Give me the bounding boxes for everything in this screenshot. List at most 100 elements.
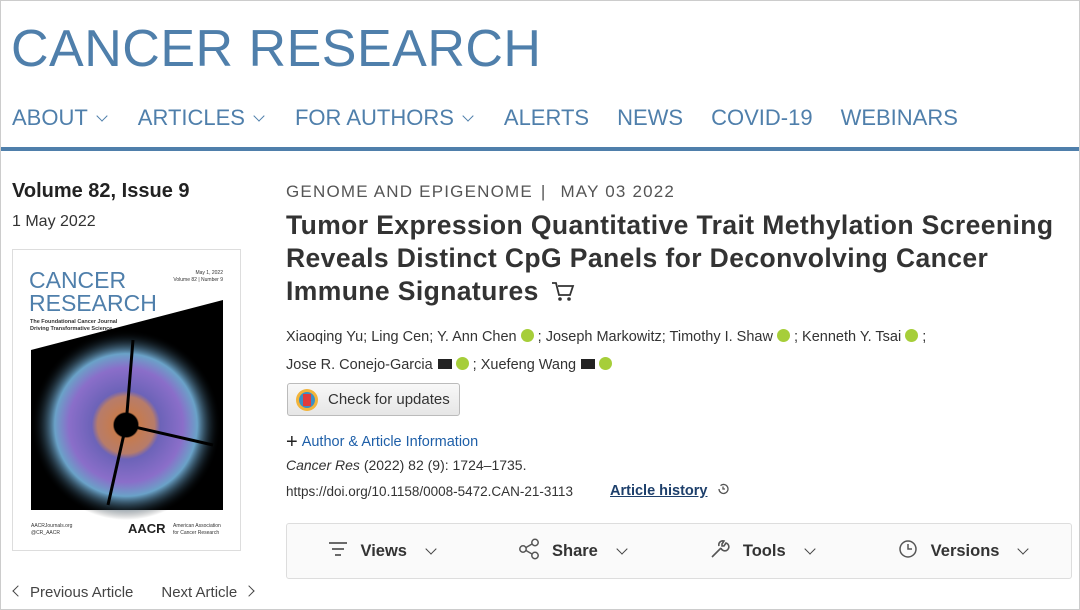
toolbar: Views Share Tools Versions bbox=[286, 523, 1072, 579]
orcid-icon[interactable] bbox=[776, 329, 790, 342]
previous-article[interactable]: Previous Article bbox=[12, 584, 133, 601]
main-nav: ABOUT ARTICLES FOR AUTHORS ALERTS NEWS COVID-… bbox=[12, 105, 958, 131]
author[interactable]: Jose R. Conejo-Garcia; bbox=[286, 357, 477, 373]
nav-label: ARTICLES bbox=[137, 105, 245, 130]
cover-title: CANCER bbox=[29, 267, 126, 293]
crossmark-icon bbox=[296, 388, 318, 411]
author-info-label: Author & Article Information bbox=[301, 434, 479, 450]
nav-label: NEWS bbox=[617, 105, 684, 130]
author-separator: ; bbox=[922, 329, 927, 345]
article-title: Tumor Expression Quantitative Trait Meth… bbox=[286, 210, 1054, 306]
cover-title: RESEARCH bbox=[29, 290, 157, 316]
author-name: Kenneth Y. Tsai bbox=[802, 329, 902, 345]
meta-separator: | bbox=[540, 182, 547, 201]
author-separator: ; bbox=[793, 329, 798, 345]
cover-tagline: The Foundational Cancer Journal bbox=[30, 319, 118, 325]
author-separator: ; bbox=[429, 329, 434, 345]
article-history[interactable]: Article history bbox=[610, 482, 730, 499]
citation-details: (2022) 82 (9): 1724–1735. bbox=[363, 457, 527, 473]
author-separator: ; bbox=[472, 357, 477, 373]
orcid-icon[interactable] bbox=[455, 357, 469, 370]
citation-journal: Cancer Res bbox=[286, 457, 360, 473]
author-name: Y. Ann Chen bbox=[437, 329, 517, 345]
toolbar-item[interactable]: Tools bbox=[709, 538, 818, 565]
issue-volume[interactable]: Volume 82, Issue 9 bbox=[12, 180, 190, 202]
site-title[interactable]: CANCER RESEARCH bbox=[11, 20, 542, 78]
toolbar-label: Views bbox=[360, 541, 407, 560]
cover-art: CANCER RESEARCH May 1, 2022 Volume 82 | … bbox=[29, 267, 223, 536]
toolbar-chevron bbox=[616, 542, 628, 555]
toolbar-icon bbox=[518, 538, 542, 565]
cart-icon[interactable] bbox=[550, 279, 576, 303]
author[interactable]: Kenneth Y. Tsai; bbox=[802, 329, 926, 345]
check-for-updates[interactable]: Check for updates bbox=[287, 383, 460, 416]
nav-label: ABOUT bbox=[12, 105, 88, 130]
toolbar-icon bbox=[709, 538, 733, 565]
author-separator: ; bbox=[363, 329, 368, 345]
nav-chevron bbox=[96, 110, 108, 122]
email-icon[interactable] bbox=[581, 359, 596, 369]
author[interactable]: Joseph Markowitz; bbox=[546, 329, 666, 345]
cover-logo-text: American Association bbox=[173, 523, 221, 529]
article-meta: GENOME AND EPIGENOME | MAY 03 2022 bbox=[286, 182, 675, 202]
nav-chevron bbox=[253, 110, 265, 122]
article-section[interactable]: GENOME AND EPIGENOME bbox=[286, 182, 533, 201]
author[interactable]: Timothy I. Shaw; bbox=[670, 329, 798, 345]
orcid-icon[interactable] bbox=[599, 357, 613, 370]
toolbar-icon bbox=[327, 538, 351, 565]
cover-tagline: Driving Transformative Science bbox=[30, 326, 112, 332]
toolbar-label: Versions bbox=[930, 541, 1000, 560]
previous-label: Previous Article bbox=[30, 584, 134, 601]
author-name: Timothy I. Shaw bbox=[669, 329, 773, 345]
orcid-icon[interactable] bbox=[905, 329, 919, 342]
nav-item[interactable]: NEWS bbox=[617, 105, 683, 131]
nav-item[interactable]: COVID-19 bbox=[711, 105, 812, 131]
pager: Previous Article Next Article bbox=[12, 584, 255, 601]
cover-logo-text: for Cancer Research bbox=[173, 530, 219, 536]
cover-footer: AACRJournals.org bbox=[31, 523, 73, 529]
cover-footer: @CR_AACR bbox=[31, 530, 60, 536]
nav-label: COVID-19 bbox=[711, 105, 813, 130]
next-article[interactable]: Next Article bbox=[161, 584, 255, 601]
cover-logo: AACR bbox=[128, 521, 166, 536]
toolbar-icon bbox=[897, 538, 921, 565]
history-label: Article history bbox=[610, 483, 708, 499]
header-rule bbox=[1, 147, 1079, 151]
toolbar-item[interactable]: Views bbox=[327, 538, 439, 565]
author-info[interactable]: + Author & Article Information bbox=[286, 431, 479, 453]
cover-issue: Volume 82 | Number 9 bbox=[173, 277, 223, 283]
author-name: Jose R. Conejo-Garcia bbox=[286, 357, 433, 373]
nav-label: FOR AUTHORS bbox=[294, 105, 454, 130]
toolbar-chevron bbox=[1017, 542, 1030, 555]
nav-item[interactable]: ALERTS bbox=[504, 105, 589, 131]
toolbar-item[interactable]: Share bbox=[518, 538, 630, 565]
doi[interactable]: https://doi.org/10.1158/0008-5472.CAN-21… bbox=[286, 484, 573, 499]
nav-label: WEBINARS bbox=[840, 105, 958, 130]
nav-item[interactable]: ARTICLES bbox=[138, 105, 267, 131]
author-name: Joseph Markowitz bbox=[545, 329, 662, 345]
author-name: Xuefeng Wang bbox=[480, 357, 577, 373]
article-date: MAY 03 2022 bbox=[560, 182, 676, 201]
author[interactable]: Ling Cen; bbox=[371, 329, 433, 345]
nav-chevron bbox=[462, 110, 474, 122]
author[interactable]: Xiaoqing Yu; bbox=[286, 329, 367, 345]
issue-cover[interactable]: CANCER RESEARCH May 1, 2022 Volume 82 | … bbox=[12, 249, 241, 551]
author-name: Xiaoqing Yu bbox=[286, 329, 364, 345]
article-title-block: Tumor Expression Quantitative Trait Meth… bbox=[286, 209, 1071, 308]
author[interactable]: Y. Ann Chen; bbox=[437, 329, 542, 345]
toolbar-item[interactable]: Versions bbox=[897, 538, 1032, 565]
author-separator: ; bbox=[537, 329, 542, 345]
toolbar-label: Share bbox=[552, 541, 598, 560]
email-icon[interactable] bbox=[437, 359, 452, 369]
nav-item[interactable]: WEBINARS bbox=[841, 105, 958, 131]
author-name: Ling Cen bbox=[371, 329, 430, 345]
nav-item[interactable]: ABOUT bbox=[12, 105, 110, 131]
author-list: Xiaoqing Yu; Ling Cen; Y. Ann Chen; Jose… bbox=[286, 323, 986, 379]
issue-date: 1 May 2022 bbox=[12, 213, 96, 230]
next-label: Next Article bbox=[161, 584, 238, 601]
toolbar-chevron bbox=[425, 542, 437, 555]
orcid-icon[interactable] bbox=[520, 329, 534, 342]
author[interactable]: Xuefeng Wang bbox=[480, 357, 613, 373]
nav-item[interactable]: FOR AUTHORS bbox=[295, 105, 476, 131]
